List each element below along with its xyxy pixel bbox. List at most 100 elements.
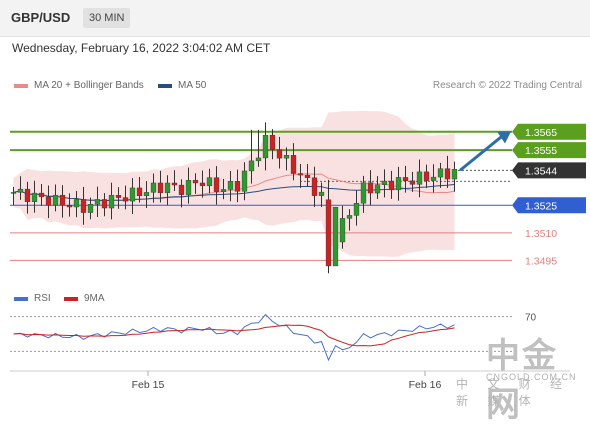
candle-body bbox=[59, 194, 66, 206]
candle-body bbox=[227, 181, 234, 190]
time-axis: Feb 15 Feb 16 bbox=[10, 370, 570, 391]
candle-body bbox=[45, 196, 52, 206]
candle-body bbox=[38, 192, 45, 198]
rsi-line bbox=[13, 313, 455, 362]
watermark-domain: CNGOLD.COM.CN bbox=[486, 372, 577, 382]
candle-body bbox=[269, 134, 276, 150]
timeframe-button[interactable]: 30 MIN bbox=[83, 8, 131, 28]
research-credit: Research © 2022 Trading Central bbox=[432, 80, 582, 91]
candle-body bbox=[206, 177, 213, 187]
candle-body bbox=[31, 192, 38, 202]
candle-body bbox=[199, 182, 206, 187]
candle-body bbox=[353, 202, 360, 216]
candle-body bbox=[157, 182, 164, 194]
candle-body bbox=[318, 191, 325, 196]
candle-body bbox=[416, 171, 423, 185]
candle-body bbox=[430, 176, 437, 181]
candle-body bbox=[297, 173, 304, 176]
candle-body bbox=[150, 182, 157, 193]
legend-rsi-label: RSI bbox=[34, 293, 51, 304]
arrow-head bbox=[497, 131, 511, 144]
candle-body bbox=[423, 171, 430, 181]
legend-rsi: RSI bbox=[14, 293, 51, 304]
level-label-1.3525: 1.3525 bbox=[525, 200, 557, 212]
candle-body bbox=[192, 180, 199, 184]
arrow-shaft bbox=[459, 134, 504, 172]
candle-body bbox=[409, 180, 416, 185]
candle-body bbox=[388, 180, 395, 191]
level-labels: 1.3565 1.3555 1.3544 1.3525 1.3510 1.3495 bbox=[512, 123, 586, 267]
candle-body bbox=[164, 182, 171, 194]
level-tag-1.3555 bbox=[512, 142, 586, 159]
candle-body bbox=[213, 177, 220, 192]
candle-body bbox=[402, 177, 409, 182]
time-label: Feb 16 bbox=[409, 379, 442, 391]
candle-body bbox=[262, 134, 269, 159]
candle-body bbox=[94, 199, 101, 205]
candle-body bbox=[304, 174, 311, 178]
candle-body bbox=[17, 188, 24, 193]
candle-body bbox=[220, 189, 227, 192]
ma50-line bbox=[13, 183, 455, 202]
candle-body bbox=[10, 192, 17, 194]
candle-body bbox=[52, 194, 59, 206]
candle-body bbox=[374, 184, 381, 194]
level-label-1.3565: 1.3565 bbox=[525, 127, 557, 139]
level-tag-1.3544 bbox=[512, 162, 586, 179]
candle-body bbox=[395, 177, 402, 191]
candle-body bbox=[178, 184, 185, 195]
candle-body bbox=[360, 182, 367, 204]
candle-body bbox=[367, 182, 374, 194]
candle-body bbox=[325, 199, 332, 267]
candle-body bbox=[115, 195, 122, 198]
candle-body bbox=[108, 195, 115, 209]
candle-body bbox=[129, 187, 136, 202]
level-label-1.3544: 1.3544 bbox=[525, 165, 557, 177]
candle-body bbox=[80, 199, 87, 213]
rsi-tick-70: 70 bbox=[525, 313, 537, 324]
time-label: Feb 15 bbox=[132, 379, 165, 391]
candle-body bbox=[241, 170, 248, 192]
rsi-9ma-line bbox=[13, 324, 455, 347]
candle-body bbox=[73, 199, 80, 208]
candle-body bbox=[276, 149, 283, 159]
candle-body bbox=[122, 197, 129, 202]
forecast-arrow bbox=[459, 131, 511, 172]
legend-ma50: MA 50 bbox=[158, 80, 206, 91]
candle-body bbox=[143, 192, 150, 197]
legend-bb-label: MA 20 + Bollinger Bands bbox=[34, 80, 144, 91]
moving-averages bbox=[13, 173, 455, 202]
candles bbox=[10, 122, 458, 274]
legend-9ma: 9MA bbox=[64, 293, 105, 304]
ma9-swatch bbox=[64, 296, 78, 301]
level-label-1.3495: 1.3495 bbox=[525, 255, 557, 267]
level-label-1.3555: 1.3555 bbox=[525, 145, 557, 157]
level-tag-1.3525 bbox=[512, 197, 586, 214]
candle-body bbox=[332, 206, 339, 267]
rsi-panel: 70 bbox=[10, 313, 537, 362]
candle-body bbox=[346, 215, 353, 219]
candle-body bbox=[290, 155, 297, 174]
candle-body bbox=[381, 180, 388, 185]
symbol-label: GBP/USD bbox=[11, 10, 71, 25]
candle-body bbox=[339, 218, 346, 243]
legend-bb: MA 20 + Bollinger Bands bbox=[14, 80, 144, 91]
candle-body bbox=[101, 199, 108, 209]
candle-body bbox=[136, 187, 143, 197]
candle-body bbox=[24, 188, 31, 202]
chart-datetime: Wednesday, February 16, 2022 3:04:02 AM … bbox=[12, 41, 271, 55]
candle-body bbox=[66, 204, 73, 208]
candle-body bbox=[444, 168, 451, 180]
bb-swatch bbox=[14, 83, 28, 88]
level-label-1.3510: 1.3510 bbox=[525, 228, 557, 240]
candle-body bbox=[234, 181, 241, 192]
legend-ma50-label: MA 50 bbox=[178, 80, 207, 91]
candle-body bbox=[171, 182, 178, 186]
candle-body bbox=[311, 177, 318, 196]
ma50-swatch bbox=[158, 83, 172, 88]
candle-body bbox=[87, 204, 94, 213]
candle-body bbox=[283, 155, 290, 159]
rsi-swatch bbox=[14, 296, 28, 301]
legend-9ma-label: 9MA bbox=[84, 293, 105, 304]
